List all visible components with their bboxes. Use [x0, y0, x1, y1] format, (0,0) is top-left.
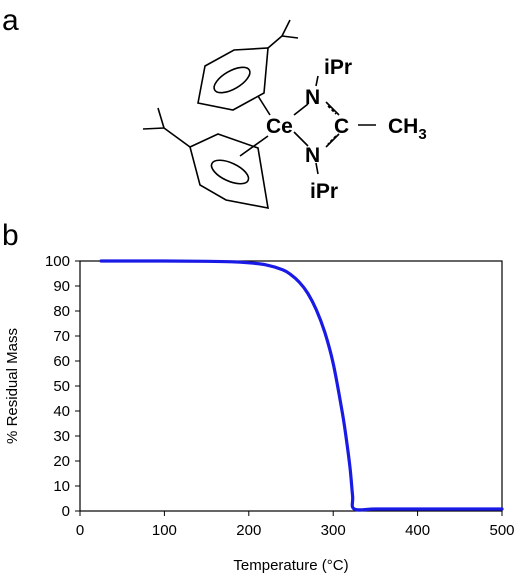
upper-arene-ce-bond	[257, 95, 271, 116]
ipr-top-label: iPr	[324, 56, 352, 79]
x-tick-label: 0	[76, 522, 84, 539]
x-tick-label: 500	[489, 522, 514, 539]
x-tick-label: 400	[405, 522, 430, 539]
x-axis: 0 100 200 300 400 500	[76, 511, 515, 539]
panel-a-label: a	[2, 4, 19, 37]
panel-b-label: b	[2, 219, 19, 252]
y-tick-label: 60	[53, 353, 70, 370]
x-tick-label: 300	[321, 522, 346, 539]
carbon-label: C	[334, 115, 349, 138]
c-n-bottom-delocal	[327, 135, 337, 145]
n-top-ipr-bond	[315, 75, 319, 87]
y-tick-label: 80	[53, 303, 70, 320]
y-tick-label: 100	[45, 253, 70, 270]
upper-arene-inner-ring	[213, 66, 251, 94]
y-tick-label: 10	[53, 478, 70, 495]
y-tick-label: 0	[62, 503, 70, 520]
lower-arene-ring	[189, 133, 269, 210]
x-tick-label: 200	[236, 522, 261, 539]
lower-arene-ce-bond	[239, 135, 269, 157]
x-axis-title: Temperature (°C)	[233, 557, 348, 574]
x-tick-label: 100	[152, 522, 177, 539]
upper-arene-ring	[197, 47, 269, 111]
upper-ipr-branch-2	[281, 19, 291, 37]
n-top-c-bond	[325, 101, 340, 116]
n-top-c-delocal	[327, 105, 337, 115]
cerium-label: Ce	[266, 115, 293, 138]
lower-arene-inner-ring	[210, 159, 250, 185]
molecular-structure	[142, 19, 376, 210]
n-bottom-ipr-bond	[315, 162, 319, 175]
y-tick-label: 70	[53, 328, 70, 345]
lower-ipr-bond	[163, 127, 191, 148]
y-tick-label: 30	[53, 428, 70, 445]
ce-n-top-bond	[293, 103, 309, 116]
ce-n-bottom-bond	[293, 131, 309, 147]
y-tick-label: 90	[53, 278, 70, 295]
upper-ipr-branch	[281, 35, 299, 39]
y-axis-title: % Residual Mass	[4, 328, 21, 444]
residual-mass-curve	[99, 259, 504, 512]
y-tick-label: 20	[53, 453, 70, 470]
upper-ipr-bond	[267, 35, 283, 49]
nitrogen-bottom-label: N	[305, 144, 320, 167]
y-tick-label: 40	[53, 403, 70, 420]
nitrogen-top-label: N	[305, 86, 320, 109]
lower-ipr-branch	[157, 107, 165, 129]
structure-atom-labels: Ce N N C iPr iPr CH3	[266, 56, 427, 203]
plot-area-frame	[79, 260, 503, 512]
ipr-bottom-label: iPr	[310, 180, 338, 203]
methyl-label: CH3	[388, 115, 427, 143]
lower-ipr-branch-2	[142, 127, 165, 130]
y-tick-label: 50	[53, 378, 70, 395]
y-axis: 0 10 20 30 40 50 60 70 80 90 100	[45, 253, 80, 520]
